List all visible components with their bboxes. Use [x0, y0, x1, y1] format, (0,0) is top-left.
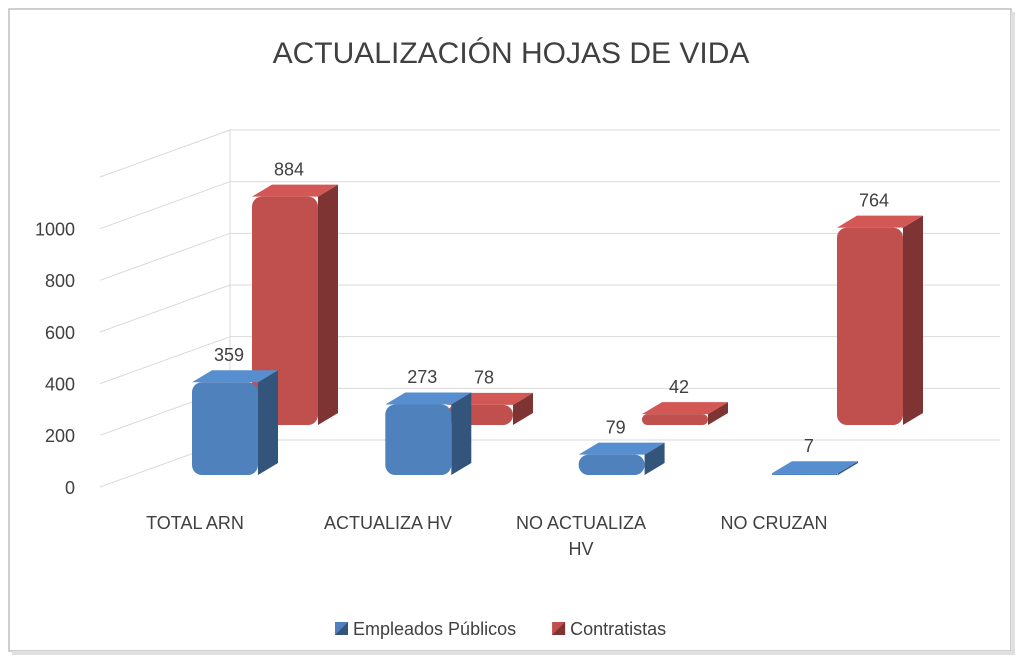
- y-tick-label: 0: [65, 478, 75, 498]
- value-label: 359: [214, 345, 244, 365]
- floor-line: [99, 129, 231, 178]
- bar-top: [642, 402, 728, 415]
- legend-label: Empleados Públicos: [353, 619, 516, 639]
- value-label: 78: [474, 368, 494, 388]
- bar-side: [318, 184, 338, 425]
- bar-top: [192, 370, 278, 383]
- chart-title: ACTUALIZACIÓN HOJAS DE VIDA: [273, 37, 750, 70]
- bar: [252, 184, 338, 425]
- bar-side: [837, 461, 858, 475]
- value-label: 7: [804, 436, 814, 456]
- bar-top: [837, 215, 923, 228]
- bar: [578, 442, 665, 475]
- y-tick-label: 200: [45, 426, 75, 446]
- grid-line: [99, 232, 231, 281]
- bar-front: [252, 196, 318, 425]
- bar-front: [578, 454, 645, 475]
- bar: [771, 461, 858, 475]
- bar-side: [451, 392, 472, 475]
- value-label: 79: [606, 417, 626, 437]
- bar-front: [192, 382, 258, 475]
- bar: [385, 392, 472, 475]
- grid-line: [99, 181, 231, 230]
- frame-shadow: [1011, 12, 1015, 654]
- bar-side: [513, 392, 533, 425]
- bar: [642, 402, 728, 425]
- bar-front: [642, 414, 708, 425]
- y-tick-label: 1000: [35, 219, 75, 239]
- y-tick-label: 400: [45, 374, 75, 394]
- legend-swatch-shade: [552, 622, 566, 635]
- legend-label: Contratistas: [570, 619, 666, 639]
- bar-front: [837, 227, 903, 425]
- legend-swatch-shade: [335, 622, 348, 635]
- value-label: 884: [274, 159, 304, 179]
- y-tick-label: 600: [45, 323, 75, 343]
- x-tick-label: TOTAL ARN: [146, 513, 244, 533]
- bar-top: [578, 442, 665, 455]
- bar: [837, 215, 923, 425]
- bar-side: [708, 402, 728, 425]
- bar-side: [903, 215, 923, 425]
- value-label: 273: [407, 367, 437, 387]
- bar: [192, 370, 278, 475]
- bar-top: [771, 461, 858, 474]
- bar-front: [385, 404, 452, 475]
- bar-front: [771, 473, 838, 475]
- x-tick-label: NO CRUZAN: [720, 513, 828, 533]
- value-label: 764: [859, 190, 889, 210]
- x-tick-label: ACTUALIZA HV: [323, 513, 453, 533]
- bar-top: [385, 392, 472, 405]
- bar-side: [644, 442, 665, 475]
- bar-side: [258, 370, 278, 475]
- value-label: 42: [669, 377, 689, 397]
- grid-line: [99, 284, 231, 333]
- y-tick-label: 800: [45, 271, 75, 291]
- bar-top: [252, 184, 338, 197]
- grid-line: [99, 336, 231, 385]
- frame-shadow: [12, 651, 1015, 655]
- x-tick-label: NO ACTUALIZA HV: [515, 513, 647, 559]
